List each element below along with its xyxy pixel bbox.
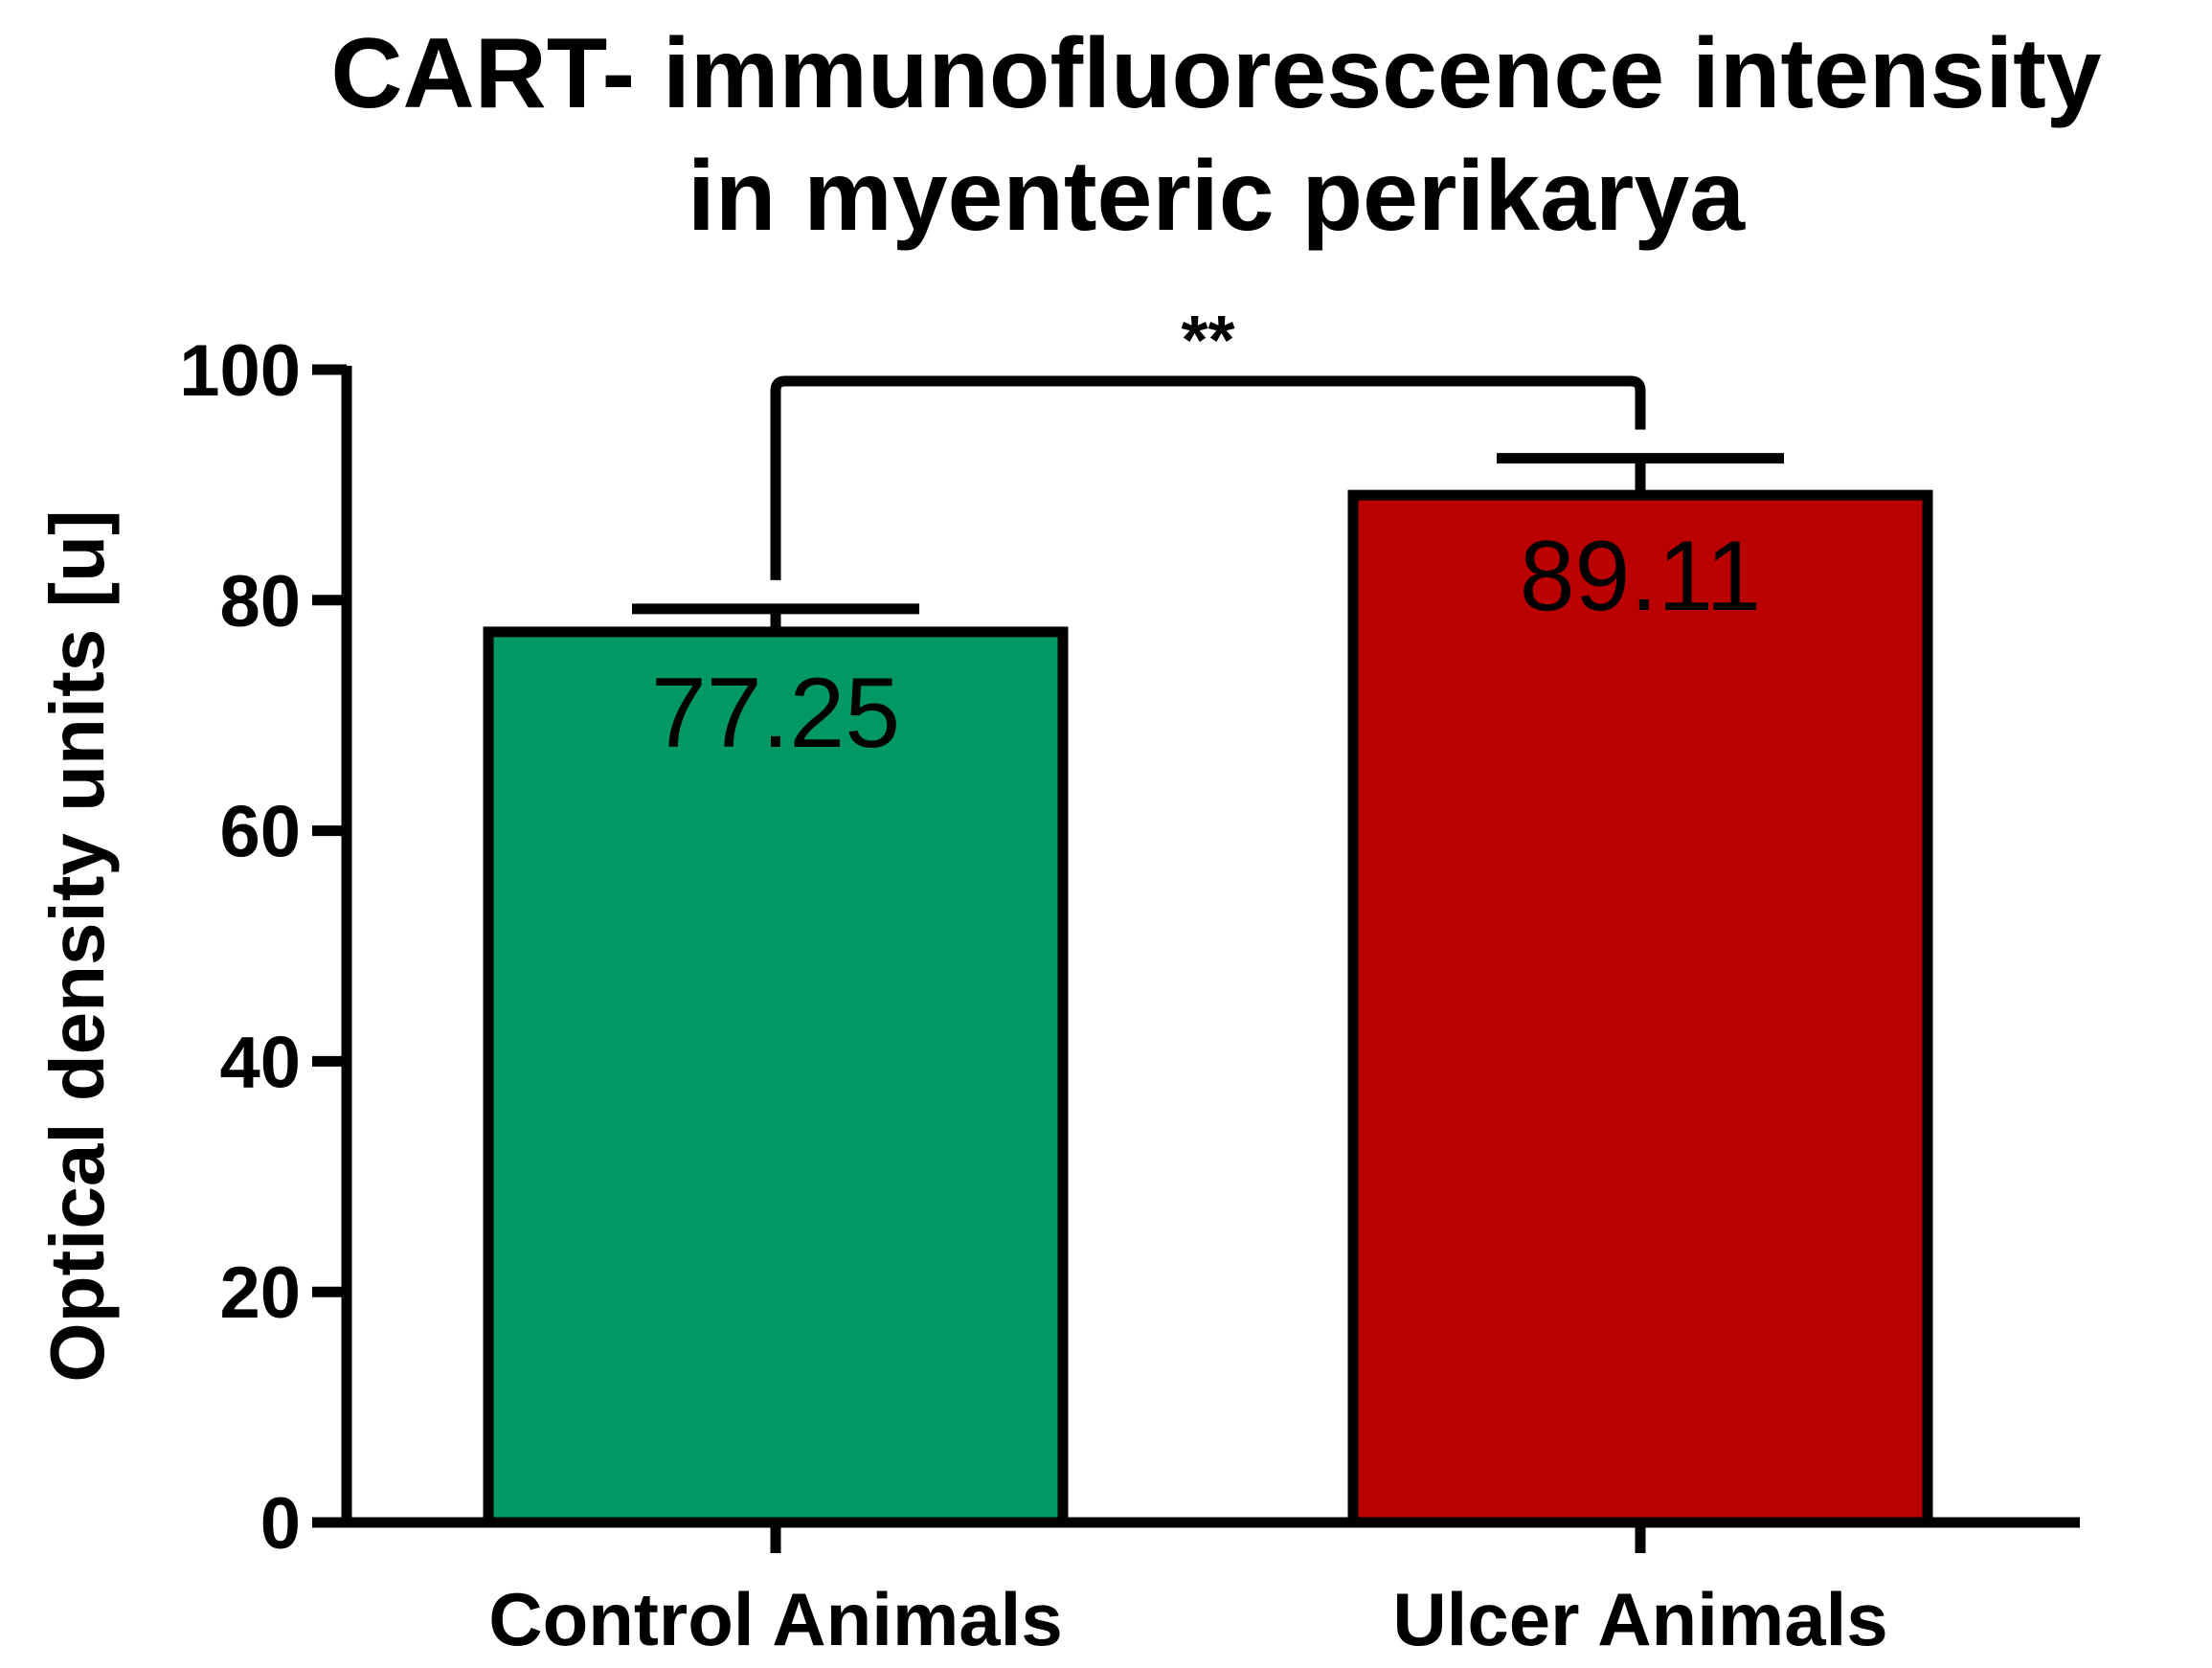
x-tick-label-0: Control Animals [488,1577,1062,1661]
data-label-0: 77.25 [651,658,900,769]
y-tick-label-5: 100 [179,330,301,412]
bar-0 [483,626,1069,1528]
chart-title-line-2: in myenteric perikarya [688,141,1746,252]
data-label-1: 89.11 [1520,521,1762,632]
y-tick-label-2: 40 [219,1022,301,1103]
bar-1 [1347,489,1933,1528]
plot-area: 77.25 Control Animals 89.11 Ulcer Animals 0 2… [179,303,2080,1661]
y-tick-label-4: 80 [219,561,301,642]
x-tick-label-1: Ulcer Animals [1392,1577,1887,1661]
chart-title-line-1: CART- immunofluorescence intensity [330,18,2101,129]
y-tick-label-3: 60 [219,792,301,873]
y-axis-label: Optical density units [u] [34,509,120,1382]
y-tick-label-0: 0 [260,1483,301,1565]
chart-title: CART- immunofluorescence intensity in my… [330,18,2101,252]
significance-bracket [770,375,1646,580]
y-tick-label-1: 20 [219,1252,301,1334]
significance-label: ** [1181,303,1234,379]
